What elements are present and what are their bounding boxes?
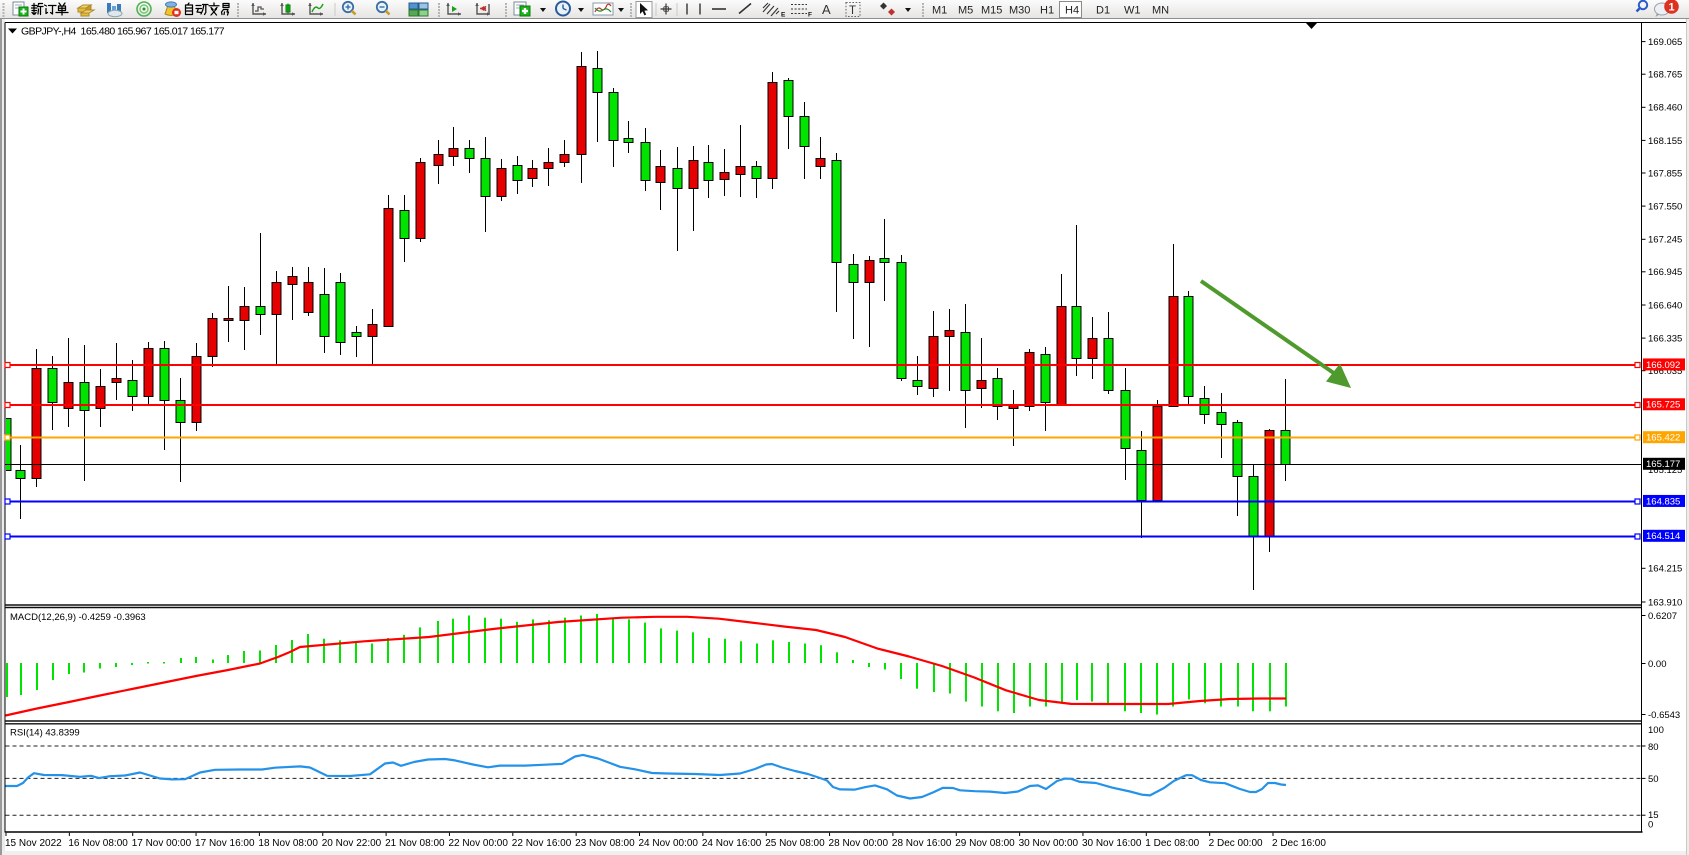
svg-text:17 Nov 00:00: 17 Nov 00:00 — [132, 838, 192, 849]
svg-text:MACD(12,26,9) -0.4259 -0.3963: MACD(12,26,9) -0.4259 -0.3963 — [10, 612, 146, 623]
svg-text:T: T — [849, 5, 856, 17]
svg-text:24 Nov 00:00: 24 Nov 00:00 — [639, 838, 699, 849]
svg-text:17 Nov 16:00: 17 Nov 16:00 — [195, 838, 255, 849]
svg-text:M30: M30 — [1009, 5, 1030, 17]
svg-text:RSI(14) 43.8399: RSI(14) 43.8399 — [10, 728, 80, 739]
svg-text:164.215: 164.215 — [1648, 564, 1682, 575]
svg-text:168.155: 168.155 — [1648, 136, 1682, 147]
svg-text:16 Nov 08:00: 16 Nov 08:00 — [68, 838, 128, 849]
svg-text:30 Nov 00:00: 30 Nov 00:00 — [1019, 838, 1079, 849]
svg-text:18 Nov 08:00: 18 Nov 08:00 — [258, 838, 318, 849]
svg-text:25 Nov 08:00: 25 Nov 08:00 — [765, 838, 825, 849]
svg-text:166.640: 166.640 — [1648, 300, 1682, 311]
svg-text:22 Nov 00:00: 22 Nov 00:00 — [448, 838, 508, 849]
svg-text:2 Dec 16:00: 2 Dec 16:00 — [1272, 838, 1326, 849]
svg-text:M15: M15 — [981, 5, 1002, 17]
svg-text:165.422: 165.422 — [1646, 433, 1680, 444]
svg-text:H1: H1 — [1040, 5, 1054, 17]
svg-text:30 Nov 16:00: 30 Nov 16:00 — [1082, 838, 1142, 849]
svg-text:50: 50 — [1648, 774, 1659, 785]
svg-text:E: E — [781, 12, 786, 19]
svg-text:24 Nov 16:00: 24 Nov 16:00 — [702, 838, 762, 849]
svg-text:100: 100 — [1648, 725, 1664, 736]
svg-text:167.550: 167.550 — [1648, 202, 1682, 213]
svg-text:165.177: 165.177 — [1646, 459, 1680, 470]
svg-text:M5: M5 — [958, 5, 973, 17]
svg-text:0.6207: 0.6207 — [1648, 611, 1677, 622]
svg-text:22 Nov 16:00: 22 Nov 16:00 — [512, 838, 572, 849]
svg-text:H4: H4 — [1065, 5, 1079, 17]
svg-text:29 Nov 08:00: 29 Nov 08:00 — [955, 838, 1015, 849]
svg-text:1 Dec 08:00: 1 Dec 08:00 — [1145, 838, 1199, 849]
svg-text:167.245: 167.245 — [1648, 235, 1682, 246]
svg-text:165.125: 165.125 — [1648, 465, 1682, 476]
svg-text:163.910: 163.910 — [1648, 597, 1682, 608]
svg-text:15 Nov 2022: 15 Nov 2022 — [5, 838, 62, 849]
svg-text:166.945: 166.945 — [1648, 267, 1682, 278]
svg-text:80: 80 — [1648, 742, 1659, 753]
svg-text:-0.6543: -0.6543 — [1648, 710, 1680, 721]
svg-text:28 Nov 16:00: 28 Nov 16:00 — [892, 838, 952, 849]
svg-text:MN: MN — [1152, 5, 1169, 17]
svg-text:165.725: 165.725 — [1646, 400, 1680, 411]
svg-text:168.460: 168.460 — [1648, 103, 1682, 114]
svg-text:166.035: 166.035 — [1648, 366, 1682, 377]
svg-text:166.092: 166.092 — [1646, 360, 1680, 371]
svg-text:D1: D1 — [1096, 5, 1110, 17]
svg-text:164.514: 164.514 — [1646, 531, 1680, 542]
svg-text:1: 1 — [1668, 2, 1674, 14]
svg-text:F: F — [808, 12, 812, 19]
svg-text:GBPJPY-,H4 165.480 165.967 16: GBPJPY-,H4 165.480 165.967 165.017 165.1… — [21, 26, 225, 38]
svg-text:W1: W1 — [1124, 5, 1141, 17]
svg-text:0.00: 0.00 — [1648, 659, 1667, 670]
svg-text:167.855: 167.855 — [1648, 168, 1682, 179]
svg-text:23 Nov 08:00: 23 Nov 08:00 — [575, 838, 635, 849]
svg-text:0: 0 — [1648, 820, 1653, 831]
svg-text:A: A — [822, 2, 831, 17]
svg-text:15: 15 — [1648, 810, 1659, 821]
svg-text:169.065: 169.065 — [1648, 37, 1682, 48]
svg-text:28 Nov 00:00: 28 Nov 00:00 — [829, 838, 889, 849]
svg-text:M1: M1 — [932, 5, 947, 17]
svg-text:2 Dec 00:00: 2 Dec 00:00 — [1209, 838, 1263, 849]
svg-text:20 Nov 22:00: 20 Nov 22:00 — [322, 838, 382, 849]
svg-text:168.765: 168.765 — [1648, 70, 1682, 81]
svg-text:164.835: 164.835 — [1646, 496, 1680, 507]
svg-text:21 Nov 08:00: 21 Nov 08:00 — [385, 838, 445, 849]
svg-text:166.335: 166.335 — [1648, 334, 1682, 345]
